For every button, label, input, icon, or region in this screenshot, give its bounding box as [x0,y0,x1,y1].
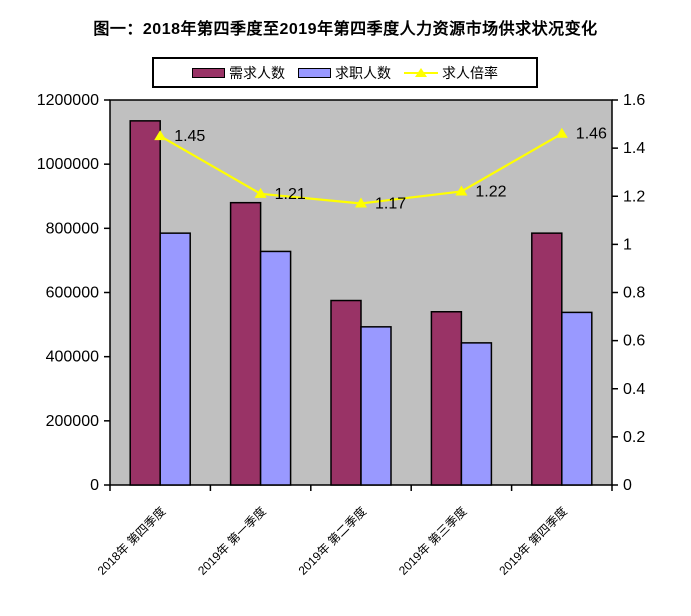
legend-label-demand: 需求人数 [229,64,285,81]
y-axis-right-tick-label: 0.6 [623,333,645,350]
x-axis-category-label: 2018年 第四季度 [94,504,168,578]
y-axis-left-tick-label: 1200000 [37,92,99,109]
x-axis-category-label: 2019年 第一季度 [194,504,268,578]
ratio-line-sample [404,67,438,79]
legend-item-ratio: 求人倍率 [404,63,498,83]
x-axis-category-label: 2019年 第三季度 [395,504,469,578]
legend-label-ratio: 求人倍率 [442,64,498,81]
ratio-point-label: 1.46 [576,126,607,143]
y-axis-right-tick-label: 0 [623,477,632,494]
ratio-point-label: 1.21 [275,186,306,203]
y-axis-right-tick-label: 1.4 [623,140,645,157]
y-axis-right-tick-label: 1.2 [623,188,645,205]
legend-item-demand: 需求人数 [192,63,285,83]
job-seekers-swatch [298,67,331,78]
y-axis-left-tick-label: 400000 [46,349,99,366]
y-axis-right-tick-label: 0.4 [623,381,645,398]
ratio-marker [555,127,568,138]
ratio-point-label: 1.45 [174,128,205,145]
ratio-marker [254,187,267,198]
y-axis-right-tick-label: 1.6 [623,92,645,109]
legend-label-job-seekers: 求职人数 [335,64,391,81]
triangle-marker-icon [415,67,427,77]
ratio-marker [455,185,468,196]
demand-bar [531,232,563,486]
y-axis-left-tick-label: 0 [90,477,99,494]
y-axis-left-tick-label: 800000 [46,220,99,237]
ratio-marker [154,130,167,141]
chart-title: 图一：2018年第四季度至2019年第四季度人力资源市场供求状况变化 [93,21,598,38]
y-axis-right-tick-label: 0.2 [623,429,645,446]
job-seekers-bar [159,232,191,486]
ratio-marker [355,197,367,208]
y-axis-right-tick-label: 0.8 [623,285,645,302]
y-axis-right-tick-label: 1 [623,236,632,253]
job-seekers-bar [360,326,392,486]
demand-swatch [192,67,225,78]
y-axis-left-tick-label: 600000 [46,285,99,302]
x-axis-category-label: 2019年 第二季度 [295,504,369,578]
demand-bar [430,311,463,486]
ratio-point-label: 1.22 [475,183,506,200]
y-axis-left-tick-label: 1000000 [37,156,99,173]
legend-item-job-seekers: 求职人数 [298,63,391,83]
y-axis-left-tick-label: 200000 [46,413,99,430]
demand-bar [330,299,362,486]
demand-bar [229,201,262,486]
job-seekers-bar [460,342,493,486]
demand-bar [129,120,161,486]
job-seekers-bar [259,250,292,486]
job-seekers-bar [561,311,593,486]
chart-legend: 需求人数 求职人数 求人倍率 [152,57,538,88]
ratio-point-label: 1.17 [375,195,406,212]
x-axis-category-label: 2019年 第四季度 [496,504,570,578]
